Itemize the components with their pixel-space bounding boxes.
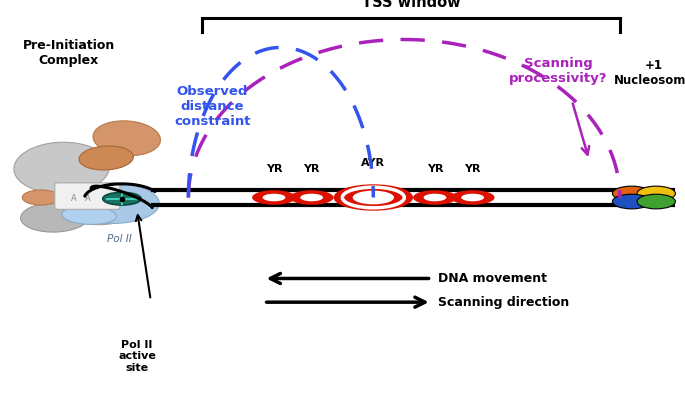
Text: Scanning direction: Scanning direction [438,296,570,308]
Ellipse shape [637,186,675,201]
Ellipse shape [93,121,160,156]
Ellipse shape [62,206,116,224]
Text: A: A [71,194,77,203]
Ellipse shape [612,194,651,209]
Ellipse shape [353,191,394,204]
Ellipse shape [262,194,286,201]
Text: Pol II: Pol II [108,234,132,244]
Ellipse shape [461,194,484,201]
Ellipse shape [103,192,141,205]
Ellipse shape [612,186,651,201]
Text: YR: YR [464,164,481,175]
Text: TSS window: TSS window [362,0,460,10]
Text: Pol II
active
site: Pol II active site [118,340,156,373]
Text: AYR: AYR [361,158,386,169]
Text: DNA movement: DNA movement [438,272,547,285]
Text: Scanning
processivity?: Scanning processivity? [509,57,608,85]
Text: A: A [85,194,90,203]
Ellipse shape [423,194,447,201]
Ellipse shape [252,190,296,205]
Text: Observed
distance
constraint: Observed distance constraint [174,85,251,128]
Ellipse shape [413,190,457,205]
Ellipse shape [334,184,413,211]
Text: YR: YR [427,164,443,175]
Ellipse shape [300,194,323,201]
Ellipse shape [14,142,110,194]
Text: Pre-Initiation
Complex: Pre-Initiation Complex [23,40,114,67]
Ellipse shape [22,190,60,205]
Ellipse shape [290,190,334,205]
Ellipse shape [21,202,89,232]
Text: YR: YR [303,164,320,175]
Text: +1
Nucleosome: +1 Nucleosome [614,59,685,87]
Text: YR: YR [266,164,282,175]
Ellipse shape [66,183,159,224]
FancyBboxPatch shape [55,183,120,209]
Ellipse shape [637,194,675,209]
Ellipse shape [55,186,137,225]
Ellipse shape [79,146,134,170]
Ellipse shape [451,190,495,205]
